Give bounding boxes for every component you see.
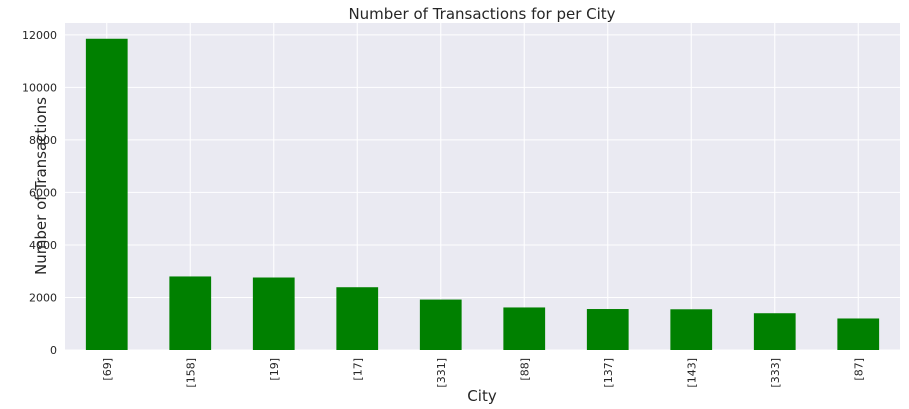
x-tick-label: [331] bbox=[435, 358, 448, 388]
y-tick-label: 2000 bbox=[29, 291, 57, 304]
bars bbox=[85, 38, 880, 351]
y-tick-label: 4000 bbox=[29, 239, 57, 252]
x-tick-label: [19] bbox=[268, 358, 281, 381]
x-tick-label: [158] bbox=[184, 358, 197, 388]
x-tick-label: [87] bbox=[852, 358, 865, 381]
y-tick-label: 10000 bbox=[22, 81, 57, 94]
x-tick-label: [17] bbox=[351, 358, 364, 381]
bar bbox=[837, 318, 880, 350]
x-tick-label: [137] bbox=[602, 358, 615, 388]
chart-title: Number of Transactions for per City bbox=[348, 5, 615, 23]
bar bbox=[670, 309, 713, 350]
y-tick-label: 0 bbox=[50, 344, 57, 357]
x-tick-label: [88] bbox=[518, 358, 531, 381]
bar bbox=[336, 287, 379, 350]
y-tick-labels: 0 2000 4000 6000 8000 10000 12000 bbox=[22, 29, 57, 357]
bar bbox=[503, 307, 546, 350]
bar bbox=[252, 277, 295, 350]
y-axis-label: Number of Transactions bbox=[32, 97, 50, 275]
x-tick-labels: [69] [158] [19] [17] [331] [88] [137] [143] [333… bbox=[101, 358, 866, 388]
y-tick-label: 8000 bbox=[29, 134, 57, 147]
bar bbox=[85, 38, 128, 351]
bar bbox=[586, 309, 629, 350]
bar bbox=[169, 276, 212, 350]
bar bbox=[753, 313, 796, 350]
x-tick-label: [69] bbox=[101, 358, 114, 381]
y-tick-label: 12000 bbox=[22, 29, 57, 42]
x-tick-label: [333] bbox=[769, 358, 782, 388]
y-tick-label: 6000 bbox=[29, 186, 57, 199]
x-tick-label: [143] bbox=[685, 358, 698, 388]
bar bbox=[419, 299, 462, 350]
x-axis-label: City bbox=[467, 387, 497, 405]
